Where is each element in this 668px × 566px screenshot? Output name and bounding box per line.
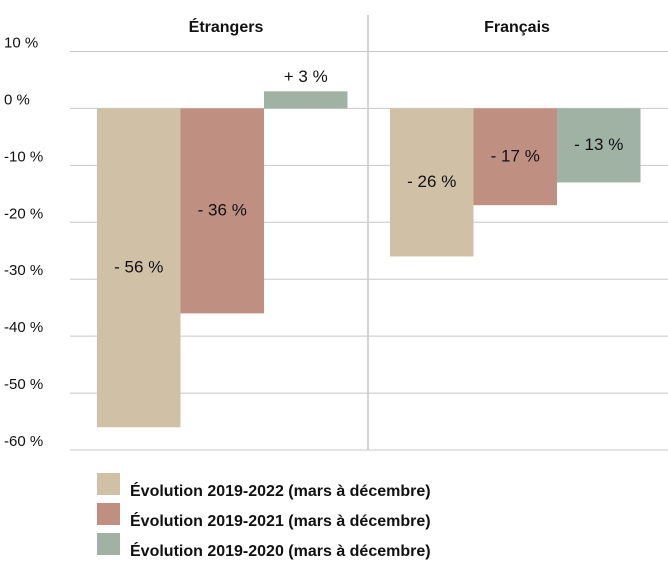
value-label: - 26 % [407,172,456,191]
y-tick-label: -30 % [4,262,43,279]
legend-label: Évolution 2019-2021 (mars à décembre) [130,511,431,530]
legend-label: Évolution 2019-2022 (mars à décembre) [130,481,431,500]
y-tick-label: 10 % [4,34,38,51]
y-tick-label: -50 % [4,376,43,393]
value-label: - 17 % [491,146,540,165]
y-tick-label: 0 % [4,91,30,108]
bar [97,108,181,428]
value-label: - 56 % [114,257,163,276]
bar [264,91,348,109]
bar [180,108,264,314]
legend-label: Évolution 2019-2020 (mars à décembre) [130,541,431,560]
category-label: Étrangers [189,17,264,36]
legend-swatch [97,473,120,495]
bar [473,108,557,206]
legend-swatch [97,503,120,525]
y-tick-label: -40 % [4,319,43,336]
y-tick-label: -20 % [4,205,43,222]
category-label: Français [484,19,550,36]
bar [557,108,641,183]
y-tick-label: -60 % [4,433,43,450]
value-label: - 36 % [198,200,247,219]
y-tick-label: -10 % [4,148,43,165]
bar [390,108,474,257]
legend-swatch [97,533,120,555]
value-label: + 3 % [284,67,328,86]
value-label: - 13 % [574,135,623,154]
